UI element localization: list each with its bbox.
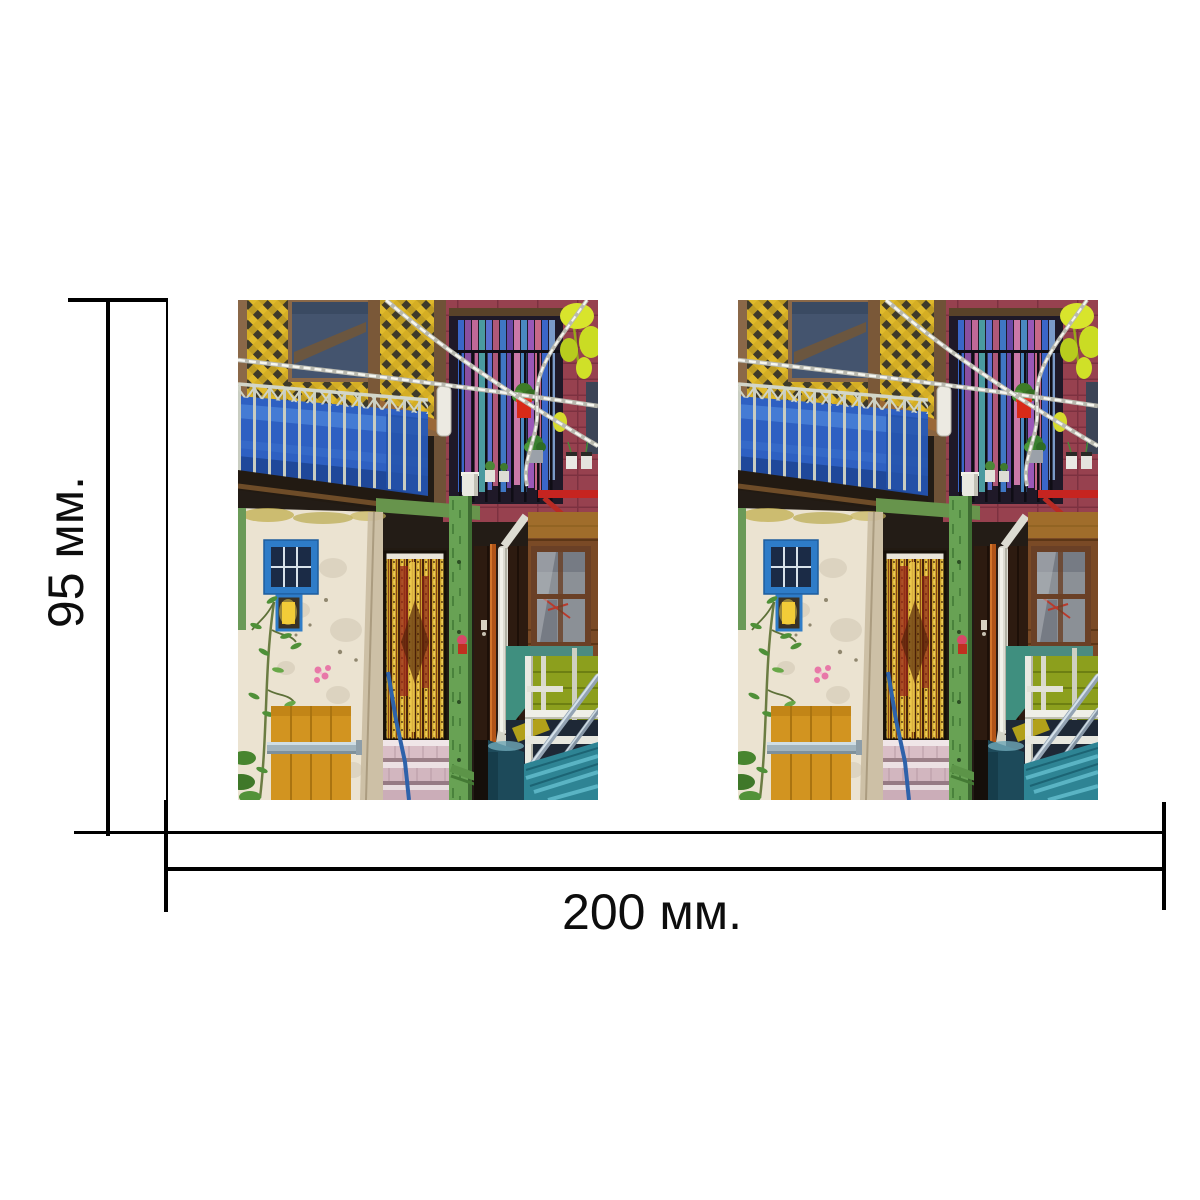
width-dimension-left-cap <box>164 800 168 912</box>
facade-photo-right <box>738 300 1098 800</box>
height-dimension-top-cap <box>68 298 168 302</box>
vertical-extension-line <box>166 302 168 800</box>
height-dimension-bottom-cap <box>74 831 1165 834</box>
height-dimension-label: 95 мм. <box>38 475 94 629</box>
width-dimension-right-cap <box>1162 802 1166 910</box>
height-dimension-line <box>106 298 110 836</box>
width-dimension-line <box>166 867 1165 871</box>
width-dimension-label: 200 мм. <box>562 884 742 940</box>
facade-photo-left <box>238 300 598 800</box>
